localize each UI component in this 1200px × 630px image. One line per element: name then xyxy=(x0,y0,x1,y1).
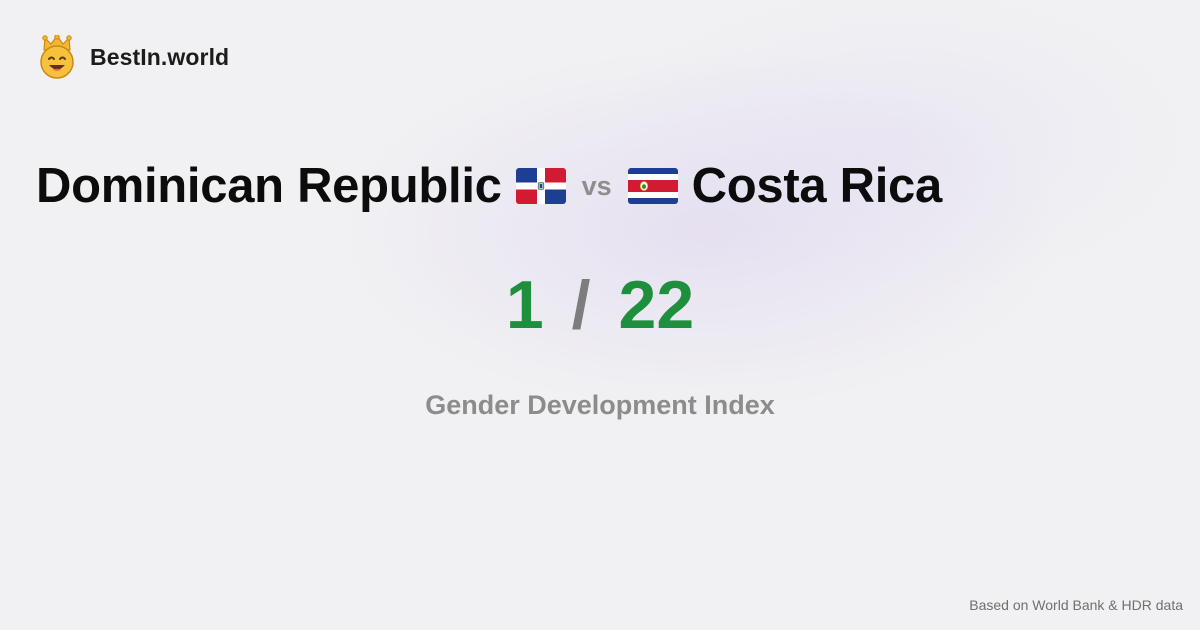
site-name: BestIn.world xyxy=(90,43,230,70)
site-logo[interactable]: BestIn.world xyxy=(38,35,229,79)
crowned-smiley-icon xyxy=(40,35,74,79)
rank-separator: / xyxy=(571,267,591,343)
source-note: Based on World Bank & HDR data xyxy=(969,597,1183,613)
rank-b-value: 22 xyxy=(618,267,695,343)
vs-label: vs xyxy=(581,170,612,201)
rank-comparison: 1 / 22 xyxy=(0,265,1200,345)
metric-label: Gender Development Index xyxy=(425,390,775,420)
country-a-name: Dominican Republic xyxy=(36,159,502,213)
costa-rica-flag-icon xyxy=(627,168,678,204)
rank-a-value: 1 xyxy=(505,267,544,343)
dominican-republic-flag-icon xyxy=(515,168,566,204)
country-b-name: Costa Rica xyxy=(691,159,943,213)
comparison-headline: Dominican Republic vs Costa Rica xyxy=(36,158,942,214)
